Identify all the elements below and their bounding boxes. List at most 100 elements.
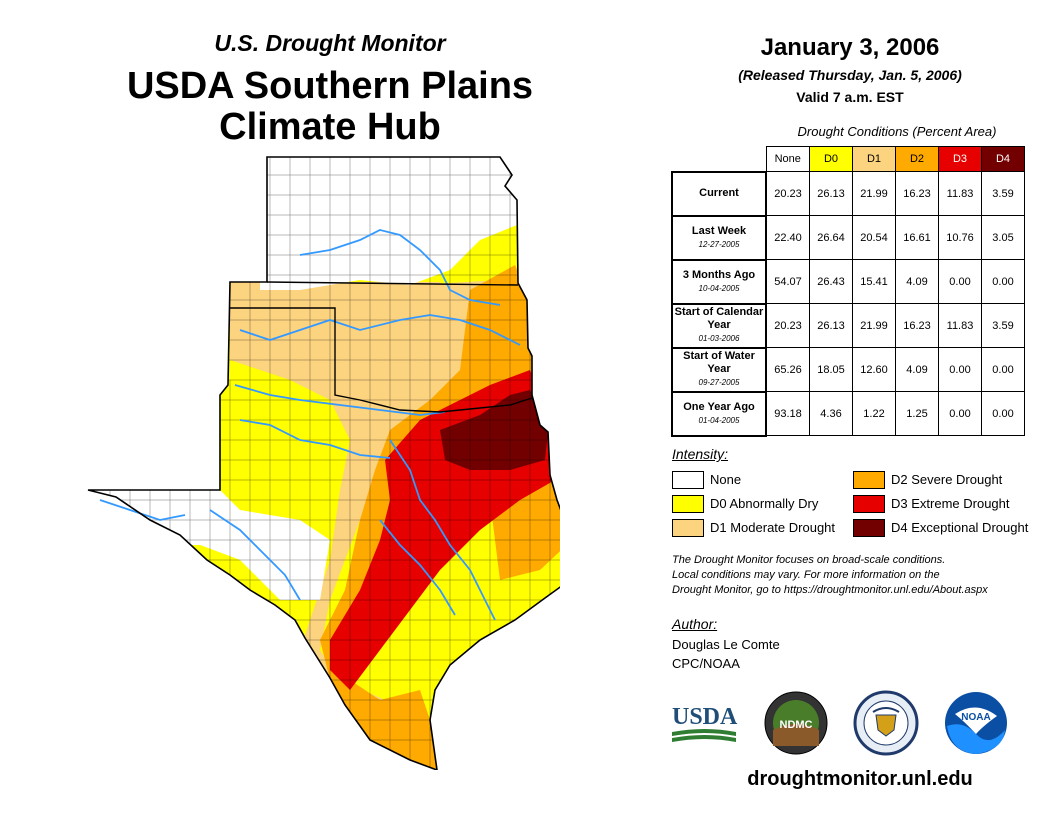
map-title: USDA Southern Plains Climate Hub xyxy=(60,66,600,148)
note-line: Local conditions may vary. For more info… xyxy=(672,569,940,581)
table-cell: 4.09 xyxy=(895,347,939,392)
table-cell: 4.09 xyxy=(895,259,939,304)
col-header-d4: D4 xyxy=(981,146,1025,172)
table-cell: 54.07 xyxy=(765,259,810,304)
table-cell: 3.59 xyxy=(981,303,1025,348)
col-header-d0: D0 xyxy=(809,146,853,172)
river-kansas xyxy=(299,229,501,306)
table-cell: 16.23 xyxy=(895,303,939,348)
drought-conditions-table: None D0 D1 D2 D3 D4 Current 20.23 26.13 … xyxy=(671,146,1025,437)
legend-swatch xyxy=(672,519,704,537)
table-cell: 11.83 xyxy=(938,171,982,216)
table-cell: 26.13 xyxy=(809,171,853,216)
table-cell: 15.41 xyxy=(852,259,896,304)
d4-zone xyxy=(440,390,548,470)
legend-swatch xyxy=(853,519,885,537)
table-cell: 1.25 xyxy=(895,391,939,436)
table-cell: 3.05 xyxy=(981,215,1025,260)
table-cell: 93.18 xyxy=(765,391,810,436)
col-header-d1: D1 xyxy=(852,146,896,172)
table-cell: 11.83 xyxy=(938,303,982,348)
row-label: Current xyxy=(671,170,767,217)
row-label: 3 Months Ago 10-04-2005 xyxy=(671,258,767,305)
river-colorado xyxy=(379,519,456,616)
legend-swatch xyxy=(853,471,885,489)
noaa-logo: NOAA xyxy=(945,692,1007,754)
table-cell: 65.26 xyxy=(765,347,810,392)
map-title-line2: Climate Hub xyxy=(219,106,441,148)
table-cell: 3.59 xyxy=(981,171,1025,216)
author-heading: Author: xyxy=(672,616,718,632)
table-cell: 0.00 xyxy=(938,391,982,436)
legend-label: D3 Extreme Drought xyxy=(891,496,1010,511)
table-row: One Year Ago 01-04-2005 93.18 4.36 1.22 1… xyxy=(671,390,1025,437)
table-row: Current 20.23 26.13 21.99 16.23 11.83 3.… xyxy=(671,170,1025,217)
river-red xyxy=(239,419,391,459)
table-row: Last Week 12-27-2005 22.40 26.64 20.54 16… xyxy=(671,214,1025,261)
table-cell: 21.99 xyxy=(852,171,896,216)
table-row: Start of Water Year 09-27-2005 65.26 18.0… xyxy=(671,346,1025,393)
website-link[interactable]: droughtmonitor.unl.edu xyxy=(747,768,973,790)
river-rio-grande xyxy=(99,499,186,521)
legend-swatch xyxy=(672,495,704,513)
table-cell: 26.64 xyxy=(809,215,853,260)
table-header-row: None D0 D1 D2 D3 D4 xyxy=(672,146,1025,172)
river-cimarron xyxy=(239,314,521,346)
row-label: Start of Water Year 09-27-2005 xyxy=(671,346,767,393)
row-label: One Year Ago 01-04-2005 xyxy=(671,390,767,437)
commerce-seal xyxy=(853,690,919,756)
table-cell: 0.00 xyxy=(938,259,982,304)
legend-label: D0 Abnormally Dry xyxy=(710,496,819,511)
col-header-d2: D2 xyxy=(895,146,939,172)
table-cell: 16.23 xyxy=(895,171,939,216)
release-date: (Released Thursday, Jan. 5, 2006) xyxy=(738,67,962,83)
note-line: The Drought Monitor focuses on broad-sca… xyxy=(672,554,946,566)
table-cell: 21.99 xyxy=(852,303,896,348)
map-title-line1: USDA Southern Plains xyxy=(126,65,534,107)
river-pecos xyxy=(209,509,301,601)
region-outline xyxy=(87,156,560,770)
ndmc-logo: NDMC xyxy=(764,691,828,755)
usda-logo: USDA xyxy=(672,704,738,742)
river-brazos xyxy=(389,439,496,621)
row-label: Start of Calendar Year 01-03-2006 xyxy=(671,302,767,349)
valid-time: Valid 7 a.m. EST xyxy=(796,89,904,105)
map-date: January 3, 2006 xyxy=(760,34,940,61)
row-label: Last Week 12-27-2005 xyxy=(671,214,767,261)
legend-swatch xyxy=(853,495,885,513)
d0-zone-big-bend xyxy=(140,545,245,630)
map-series-title: U.S. Drought Monitor xyxy=(214,30,446,56)
table-corner xyxy=(672,147,766,172)
table-cell: 0.00 xyxy=(981,391,1025,436)
table-cell: 20.23 xyxy=(765,171,810,216)
author-name: Douglas Le Comte xyxy=(672,637,780,652)
legend-label: D4 Exceptional Drought xyxy=(891,520,1029,535)
legend-label: D1 Moderate Drought xyxy=(710,520,836,535)
table-cell: 26.43 xyxy=(809,259,853,304)
rivers xyxy=(99,229,521,621)
table-cell: 12.60 xyxy=(852,347,896,392)
legend-label: D2 Severe Drought xyxy=(891,472,1003,487)
author-org: CPC/NOAA xyxy=(672,656,740,671)
table-row: Start of Calendar Year 01-03-2006 20.23 2… xyxy=(671,302,1025,349)
note-line: Drought Monitor, go to https://droughtmo… xyxy=(672,584,988,596)
table-cell: 18.05 xyxy=(809,347,853,392)
none-zone-west-texas xyxy=(88,490,330,600)
drought-map xyxy=(87,156,560,770)
usda-logo-text: USDA xyxy=(672,704,738,730)
table-cell: 22.40 xyxy=(765,215,810,260)
disclaimer-note: The Drought Monitor focuses on broad-sca… xyxy=(672,553,1047,598)
table-cell: 26.13 xyxy=(809,303,853,348)
oklahoma-texas-border xyxy=(230,307,533,413)
table-cell: 0.00 xyxy=(981,259,1025,304)
table-row: 3 Months Ago 10-04-2005 54.07 26.43 15.41… xyxy=(671,258,1025,305)
legend-label: None xyxy=(710,472,742,487)
ndmc-logo-text: NDMC xyxy=(780,719,813,731)
table-cell: 4.36 xyxy=(809,391,853,436)
table-cell: 10.76 xyxy=(938,215,982,260)
table-cell: 20.54 xyxy=(852,215,896,260)
river-canadian xyxy=(234,384,446,416)
table-cell: 0.00 xyxy=(938,347,982,392)
legend-title: Intensity: xyxy=(672,446,729,462)
col-header-none: None xyxy=(765,146,810,172)
